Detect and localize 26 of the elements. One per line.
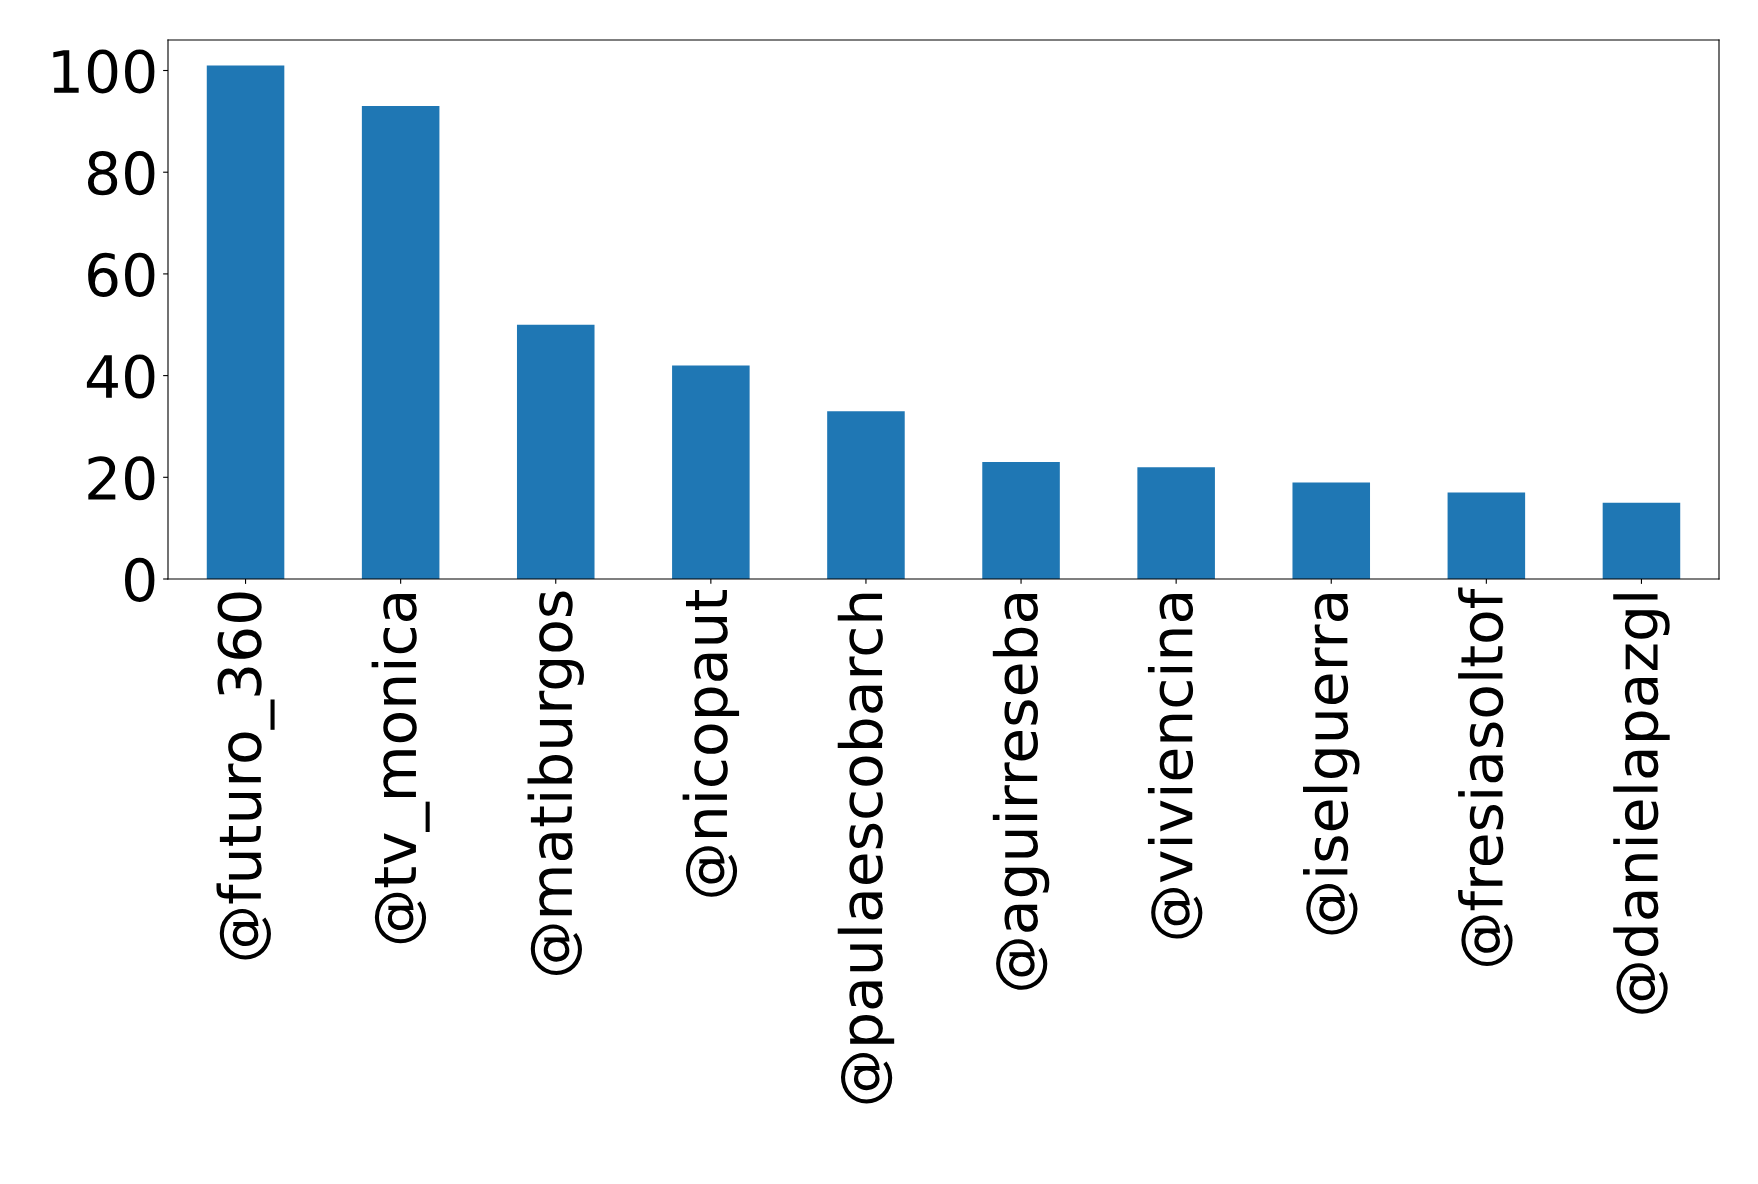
bar xyxy=(1602,502,1681,579)
x-tick-label: @viviencina xyxy=(1147,594,1203,939)
y-tick-label: 100 xyxy=(53,49,155,94)
bar xyxy=(516,324,595,579)
y-tick-label: 60 xyxy=(88,252,155,297)
x-tick-label: @danielapazgl xyxy=(1613,594,1670,1014)
x-tick-label: @matiburgos xyxy=(527,591,584,975)
x-tick-label: @iselguerra xyxy=(1303,594,1360,935)
bar xyxy=(1447,492,1526,579)
bar xyxy=(361,106,440,579)
y-tick-label: 80 xyxy=(88,151,155,196)
bar xyxy=(982,462,1060,579)
bar xyxy=(1137,467,1215,579)
x-tick-label: @nicopaut xyxy=(682,590,740,897)
y-tick-label: 20 xyxy=(88,456,155,501)
y-tick-label: 40 xyxy=(86,354,155,399)
bar xyxy=(672,365,750,579)
x-tick-label: @aguirreseba xyxy=(992,594,1050,990)
bar xyxy=(827,411,905,579)
x-tick-label: @paulaescobarch xyxy=(837,593,895,1104)
y-tick-label: 0 xyxy=(125,557,155,602)
x-tick-label: @tv_monica xyxy=(371,594,430,944)
x-tick-label: @fresiasoltof xyxy=(1458,587,1513,967)
x-tick-label: @futuro_360 xyxy=(216,592,275,960)
bar xyxy=(1292,482,1371,579)
bar xyxy=(206,65,285,579)
